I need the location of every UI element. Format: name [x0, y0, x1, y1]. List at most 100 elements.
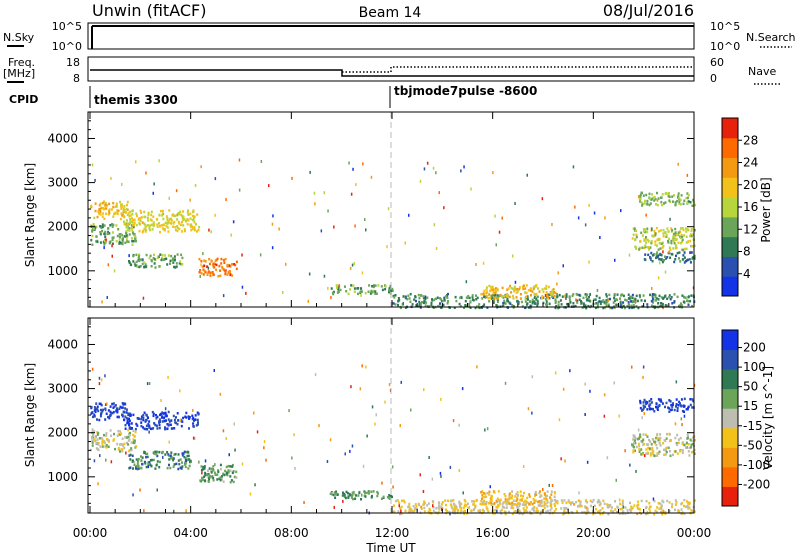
echo-cell [468, 296, 471, 300]
echo-cell [116, 415, 119, 419]
echo-cell [96, 215, 99, 219]
echo-cell [135, 212, 138, 215]
echo-cell [130, 237, 133, 240]
echo-cell [156, 225, 159, 228]
echo-cell [533, 285, 536, 289]
echo-cell [410, 508, 413, 511]
echo-cell [156, 488, 158, 492]
echo-cell [223, 473, 226, 477]
echo-cell [495, 287, 497, 290]
echo-cell [147, 219, 150, 222]
echo-cell [570, 501, 573, 504]
echo-cell [639, 239, 642, 243]
echo-cell [402, 499, 405, 502]
echo-cell [154, 467, 157, 470]
echo-cell [183, 218, 186, 221]
echo-cell [426, 504, 429, 507]
echo-cell [648, 505, 651, 509]
echo-cell [508, 502, 511, 505]
echo-cell [342, 491, 344, 494]
x-tick-label: 00:00 [677, 526, 712, 540]
echo-cell [352, 497, 354, 501]
echo-cell [622, 505, 625, 509]
echo-cell [640, 499, 643, 503]
echo-cell [631, 306, 634, 310]
echo-cell [620, 507, 623, 511]
echo-cell [461, 387, 464, 391]
echo-cell [526, 510, 529, 513]
echo-cell [631, 296, 634, 300]
echo-cell [662, 232, 665, 235]
echo-cell [365, 491, 368, 495]
echo-cell [687, 240, 689, 243]
echo-cell [135, 260, 138, 264]
echo-cell [588, 260, 590, 264]
echo-cell [633, 435, 636, 438]
echo-cell [565, 501, 568, 505]
echo-cell [159, 230, 161, 234]
echo-cell [107, 263, 110, 267]
echo-cell [568, 298, 571, 302]
echo-cell [641, 246, 644, 249]
echo-cell [552, 288, 555, 291]
echo-cell [158, 426, 161, 430]
echo-cell [490, 288, 493, 292]
echo-cell [160, 399, 162, 402]
echo-cell [112, 223, 115, 227]
echo-cell [111, 254, 113, 258]
echo-cell [664, 231, 667, 235]
echo-cell [107, 415, 109, 419]
echo-cell [612, 301, 615, 304]
echo-cell [524, 287, 527, 290]
echo-cell [538, 500, 541, 503]
echo-cell [404, 241, 406, 245]
echo-cell [401, 499, 403, 503]
echo-cell [332, 493, 335, 497]
echo-cell [202, 468, 205, 471]
echo-cell [678, 251, 681, 254]
echo-cell [123, 418, 126, 421]
time-x-axis: 00:00 04:00 08:00 12:00 16:00 20:00 00:00 [73, 112, 712, 540]
echo-cell [128, 215, 131, 218]
echo-cell [642, 365, 645, 369]
echo-cell [313, 191, 316, 195]
echo-cell [607, 305, 610, 308]
echo-cell [659, 399, 662, 402]
echo-cell [571, 294, 574, 298]
echo-cell [586, 506, 589, 510]
echo-cell [129, 453, 132, 457]
echo-cell [596, 288, 599, 292]
echo-cell [202, 252, 204, 256]
echo-cell [271, 246, 274, 250]
echo-cell [102, 440, 104, 443]
echo-cell [524, 510, 527, 513]
echo-cell [652, 407, 654, 411]
echo-cell [132, 441, 135, 445]
echo-cell [607, 506, 610, 509]
echo-cell [637, 437, 640, 440]
echo-cell [678, 304, 681, 308]
echo-cell [675, 442, 678, 445]
echo-cell [646, 401, 649, 404]
echo-cell [186, 211, 189, 214]
echo-cell [522, 507, 525, 510]
echo-cell [166, 427, 169, 430]
echo-cell [637, 442, 640, 446]
echo-cell [571, 501, 574, 504]
y-tick-label: 4000 [47, 337, 78, 351]
echo-cell [661, 302, 664, 306]
echo-cell [103, 440, 106, 443]
echo-cell [463, 165, 465, 169]
echo-cell [116, 407, 118, 410]
echo-cell [151, 228, 154, 231]
echo-cell [660, 504, 663, 507]
echo-cell [453, 306, 456, 309]
echo-cell [152, 191, 154, 195]
echo-cell [482, 292, 485, 296]
echo-cell [222, 429, 225, 433]
echo-cell [690, 509, 693, 512]
echo-cell [291, 176, 293, 180]
echo-cell [490, 285, 493, 289]
echo-cell [170, 254, 173, 258]
echo-cell [656, 506, 659, 509]
